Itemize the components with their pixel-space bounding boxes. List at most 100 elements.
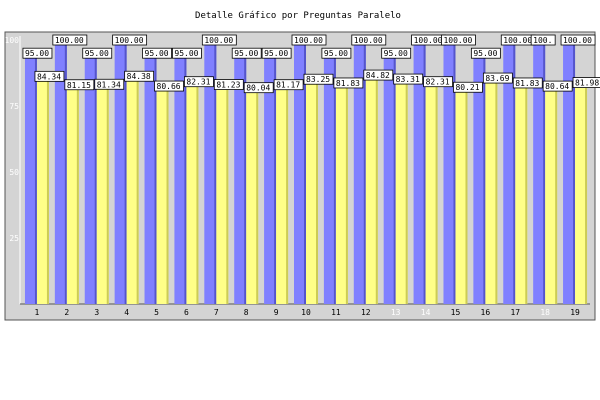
bar-series-a — [323, 53, 336, 305]
bar-series-a — [174, 53, 187, 305]
bar-series-b-shade — [495, 83, 498, 304]
bar-series-b — [395, 84, 408, 304]
bar-series-b-shade — [106, 89, 109, 305]
data-label-box — [22, 47, 53, 59]
data-label: 84.34 — [37, 72, 61, 81]
bar-series-b — [186, 86, 199, 304]
bar-series-a-shade — [543, 40, 546, 304]
x-tick-label: 5 — [154, 308, 159, 317]
bar-series-b — [425, 86, 438, 304]
data-label-box — [470, 47, 501, 59]
x-tick-label: 2 — [64, 308, 69, 317]
data-label: 100.00 — [294, 36, 323, 45]
bar-series-a-shade — [423, 40, 426, 304]
data-label: 100.00 — [204, 36, 233, 45]
bar-series-a — [204, 40, 217, 304]
bar-series-b-shade — [585, 87, 588, 304]
data-label: 95.00 — [25, 49, 49, 58]
data-label-box — [393, 73, 424, 85]
bar-series-b-shade — [46, 81, 49, 304]
data-label-box — [184, 76, 214, 88]
bar-series-a — [24, 53, 37, 305]
data-label-box — [82, 47, 113, 59]
data-label: 95.00 — [324, 49, 348, 58]
data-label: 95.00 — [384, 49, 408, 58]
data-label-box — [482, 72, 513, 84]
bar-series-b — [156, 91, 169, 304]
bar-series-b-shade — [405, 84, 408, 304]
bar-series-a-shade — [513, 40, 516, 304]
data-label-box — [572, 77, 600, 88]
x-tick-label: 8 — [244, 308, 249, 317]
x-tick-label: 17 — [510, 308, 520, 317]
bar-series-b-shade — [465, 92, 468, 304]
x-tick-label: 14 — [421, 308, 431, 317]
chart-title: Detalle Gráfico por Preguntas Paralelo — [195, 11, 401, 21]
bar-series-a — [503, 40, 516, 304]
bar-series-b-shade — [345, 87, 348, 304]
bar-series-a — [473, 53, 486, 305]
data-label: 82.31 — [426, 78, 450, 87]
data-label-box — [213, 79, 244, 90]
bar-series-b-shade — [435, 86, 438, 304]
data-label-box — [321, 47, 352, 59]
data-label: 84.38 — [127, 72, 151, 81]
bar-series-a — [84, 53, 97, 305]
bar-series-a — [353, 40, 366, 304]
data-label: 81.15 — [67, 81, 91, 90]
data-label: 95.00 — [473, 49, 497, 58]
x-tick-label: 4 — [124, 308, 129, 317]
data-label: 82.31 — [186, 78, 210, 87]
bar-series-a-shade — [184, 53, 187, 305]
bar-series-b-shade — [136, 81, 139, 304]
y-tick-label: 25 — [9, 234, 19, 243]
x-tick-label: 16 — [481, 308, 491, 317]
data-label: 81.23 — [216, 81, 240, 90]
data-label-box — [34, 70, 65, 82]
data-label: 100. — [533, 36, 552, 45]
bar-series-b — [66, 89, 79, 304]
x-tick-label: 3 — [94, 308, 99, 317]
data-label-box — [261, 47, 292, 59]
bar-series-a — [413, 40, 426, 304]
data-label: 95.00 — [234, 49, 258, 58]
x-tick-label: 10 — [301, 308, 311, 317]
data-label: 83.69 — [485, 74, 509, 83]
bar-series-b-shade — [196, 86, 199, 304]
bar-series-a-shade — [34, 53, 37, 305]
bar-series-b-shade — [76, 89, 79, 304]
data-label: 100.00 — [354, 36, 383, 45]
data-label: 95.00 — [85, 49, 109, 58]
bar-series-a — [294, 40, 306, 304]
data-label-box — [381, 47, 412, 59]
bar-series-a-shade — [124, 40, 127, 304]
x-tick-label: 15 — [451, 308, 461, 317]
y-tick-label: 50 — [9, 168, 19, 177]
data-label: 95.00 — [174, 49, 198, 58]
bar-series-a — [383, 53, 396, 305]
bar-series-b — [485, 83, 498, 304]
bar-series-a-shade — [304, 40, 306, 304]
bar-series-a-shade — [274, 53, 277, 305]
x-tick-label: 18 — [540, 308, 550, 317]
data-label: 83.31 — [396, 75, 420, 84]
data-label: 80.21 — [455, 83, 479, 92]
bar-series-b — [515, 87, 528, 304]
bar-series-b — [455, 92, 468, 304]
bar-series-a-shade — [214, 40, 217, 304]
data-label: 81.83 — [336, 79, 360, 88]
bar-series-b-shade — [166, 91, 169, 304]
data-label-box — [423, 76, 453, 88]
bar-series-a-shade — [333, 53, 336, 305]
bar-series-a-shade — [244, 53, 247, 305]
bar-series-b — [335, 87, 348, 304]
data-label-box — [453, 81, 483, 93]
bar-series-b-shade — [286, 89, 289, 304]
y-tick-label: 100 — [5, 36, 20, 45]
data-label-box — [333, 77, 364, 89]
x-tick-label: 7 — [214, 308, 219, 317]
bar-series-b — [96, 89, 109, 305]
bar-series-b — [575, 87, 588, 304]
data-label-box — [64, 79, 95, 91]
